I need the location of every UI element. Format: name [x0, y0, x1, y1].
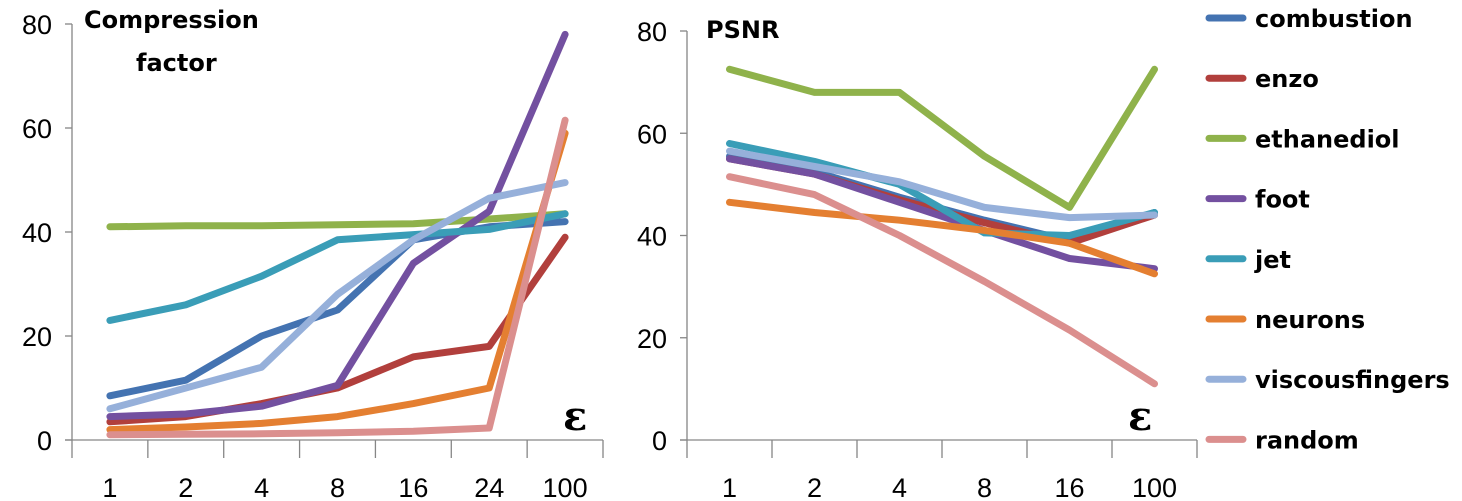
x-tick-label: 16 — [1054, 473, 1084, 501]
x-tick-label: 100 — [1132, 473, 1177, 501]
psnr-series-ethanediol — [726, 65, 1158, 211]
x-tick-label: 2 — [807, 473, 822, 501]
legend-item-jet: jet — [1205, 246, 1291, 274]
y-tick-label: 60 — [637, 119, 667, 149]
compression-series-foot — [106, 30, 569, 421]
psnr-series-jet — [726, 140, 1158, 239]
chart-title: PSNR — [706, 16, 779, 44]
y-tick-label: 80 — [22, 10, 52, 40]
legend-label-viscousfingers: viscousfingers — [1255, 366, 1450, 394]
legend-label-combustion: combustion — [1255, 5, 1413, 33]
x-tick-label: 2 — [178, 473, 193, 501]
compression-series-random — [106, 116, 569, 439]
legend-item-ethanediol: ethanediol — [1205, 125, 1400, 153]
x-tick-label: 100 — [543, 473, 588, 501]
y-tick-label: 0 — [37, 426, 52, 456]
legend-label-neurons: neurons — [1255, 306, 1365, 334]
psnr-series-random — [726, 173, 1158, 388]
psnr-series-foot — [726, 155, 1158, 273]
psnr-series-viscousfingers — [726, 147, 1158, 222]
x-tick-label: 1 — [102, 473, 117, 501]
legend-item-random: random — [1205, 426, 1359, 454]
x-tick-label: 4 — [892, 473, 907, 501]
legend-label-jet: jet — [1254, 246, 1291, 274]
x-tick-label: 16 — [398, 473, 428, 501]
legend-label-ethanediol: ethanediol — [1255, 125, 1400, 153]
chart-title-line-1: Compression — [84, 6, 259, 34]
compression-series-viscousfingers — [106, 179, 569, 413]
legend-item-foot: foot — [1205, 186, 1310, 214]
y-tick-label: 60 — [22, 114, 52, 144]
legend-item-combustion: combustion — [1205, 5, 1413, 33]
y-tick-label: 20 — [637, 324, 667, 354]
legend-item-viscousfingers: viscousfingers — [1205, 366, 1450, 394]
x-tick-label: 24 — [474, 473, 504, 501]
y-tick-label: 40 — [637, 222, 667, 252]
legend-label-random: random — [1255, 426, 1359, 454]
legend-item-neurons: neurons — [1205, 306, 1365, 334]
x-tick-label: 4 — [254, 473, 269, 501]
legend-item-enzo: enzo — [1205, 65, 1319, 93]
legend-label-enzo: enzo — [1255, 65, 1319, 93]
chart-title-line-2: factor — [136, 49, 217, 77]
x-tick-label: 8 — [330, 473, 345, 501]
y-tick-label: 40 — [22, 218, 52, 248]
y-tick-label: 20 — [22, 322, 52, 352]
y-tick-label: 80 — [637, 17, 667, 47]
compression-series-neurons — [106, 129, 569, 434]
psnr-series-neurons — [726, 198, 1158, 278]
legend: combustion enzo ethanediol foot jet neurons vi… — [1205, 5, 1450, 454]
compression-series-ethanediol — [106, 210, 569, 231]
y-tick-label: 0 — [652, 426, 667, 456]
x-tick-label: 8 — [977, 473, 992, 501]
x-axis-label: ε — [1128, 393, 1152, 440]
x-axis-label: ε — [563, 393, 587, 440]
legend-label-foot: foot — [1255, 186, 1310, 214]
x-tick-label: 1 — [722, 473, 737, 501]
psnr-chart: PSNR ε 0 20 40 60 80 1 2 4 8 16 100 — [637, 16, 1198, 501]
compression-series-jet — [106, 210, 569, 324]
